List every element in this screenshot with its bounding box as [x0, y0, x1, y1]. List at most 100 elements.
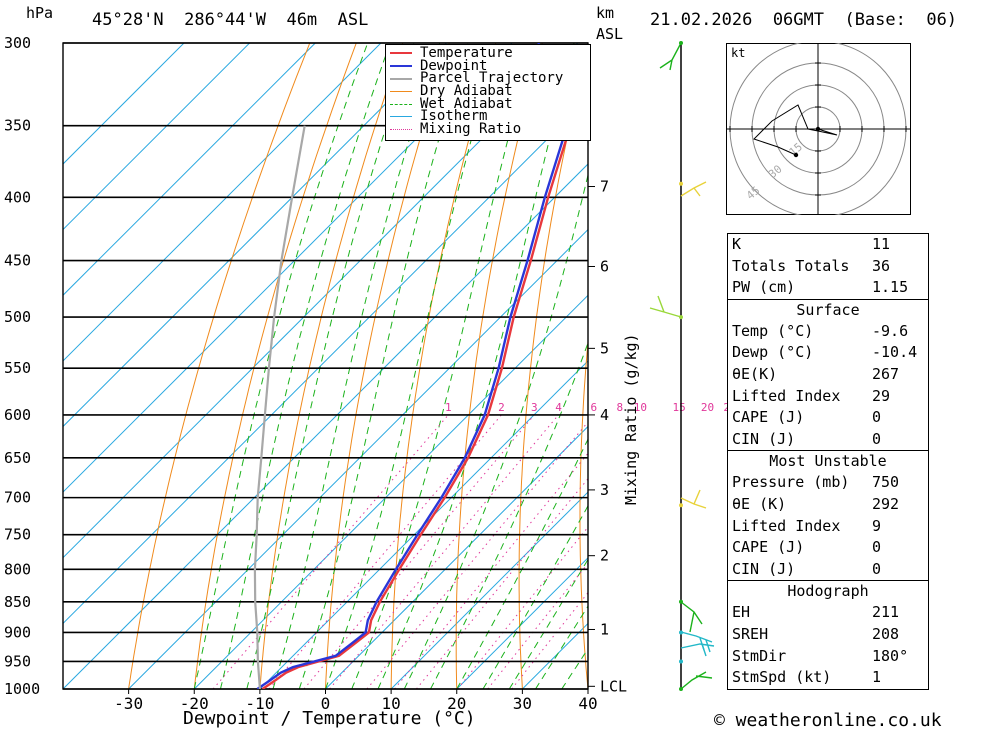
location-title: 45°28'N 286°44'W 46m ASL — [92, 10, 369, 30]
isotherm-line — [456, 557, 588, 689]
surface-section: Surface Temp (°C) -9.6 Dewp (°C) -10.4 θE(… — [728, 298, 928, 451]
wind-barb-dot — [679, 630, 683, 635]
wind-barb — [680, 631, 713, 653]
dry-adiabat-line — [696, 43, 728, 689]
section-title: Hodograph — [787, 582, 869, 601]
indices-table: K 11 Totals Totals 36 PW (cm) 1.15 Surface … — [727, 233, 929, 690]
wind-barb-dot — [679, 181, 683, 186]
hodograph-endpoint — [793, 152, 799, 158]
legend-label: Temperature — [420, 45, 513, 61]
index-value: 180° — [872, 646, 909, 665]
legend-entry: Dewpoint — [386, 57, 590, 74]
km-tick-label: 6 — [600, 257, 609, 275]
pressure-tick-label: 600 — [4, 406, 31, 424]
isotherm-line — [63, 43, 316, 296]
km-tick-label: LCL — [600, 677, 627, 695]
mixing-ratio-label: 8 — [616, 401, 623, 414]
section-title: Surface — [796, 300, 860, 319]
isotherm-line — [63, 43, 185, 165]
index-value: -9.6 — [872, 321, 909, 340]
hodograph: kt 15 30 45 — [726, 43, 911, 215]
index-label: θE(K) — [732, 364, 778, 383]
hpa-unit-label: hPa — [26, 4, 54, 22]
pressure-tick-label: 650 — [4, 449, 31, 467]
mixing-ratio-label: 3 — [531, 401, 538, 414]
index-label: EH — [732, 603, 751, 622]
isotherm-line — [63, 43, 513, 493]
km-tick-label: 2 — [600, 547, 609, 565]
index-label: StmDir — [732, 646, 787, 665]
temperature-profile — [261, 83, 588, 689]
wind-barb-dot — [679, 659, 683, 664]
wind-barb-dot — [679, 687, 683, 691]
mixing-ratio-label: 2 — [498, 401, 505, 414]
index-label: Lifted Index — [732, 516, 841, 535]
legend-swatch — [390, 90, 412, 92]
mixing-ratio-line — [303, 414, 535, 689]
section-title: Most Unstable — [769, 452, 887, 471]
index-label: CAPE (J) — [732, 538, 805, 557]
index-value: 1 — [872, 668, 882, 687]
index-value: 267 — [872, 364, 900, 383]
legend-entry: Parcel Trajectory — [386, 72, 590, 85]
x-axis-label: Dewpoint / Temperature (°C) — [183, 708, 476, 729]
hodograph-trace — [753, 104, 838, 156]
wet-adiabat-line — [193, 43, 369, 689]
temperature-tick-label: -30 — [114, 694, 143, 713]
mixing-ratio-label: 20 — [701, 401, 714, 414]
indices-top-section: K 11 Totals Totals 36 PW (cm) 1.15 — [728, 234, 928, 299]
temperature-tick-label: 10 — [381, 694, 400, 713]
legend-swatch — [390, 116, 412, 118]
legend-swatch — [390, 65, 412, 68]
dry-adiabat-line — [639, 43, 682, 689]
pressure-tick-label: 700 — [4, 489, 31, 507]
temperature-tick-label: 20 — [447, 694, 466, 713]
wet-adiabat-line — [535, 605, 588, 689]
wind-barb-dot — [679, 599, 683, 604]
wet-adiabat-line — [482, 504, 588, 689]
index-label: Lifted Index — [732, 386, 841, 405]
wet-adiabat-line — [456, 437, 588, 689]
index-value: 9 — [872, 516, 882, 535]
index-value: 208 — [872, 624, 900, 643]
pressure-tick-label: 400 — [4, 188, 31, 206]
wet-adiabat-line — [298, 43, 469, 689]
index-label: CIN (J) — [732, 559, 796, 578]
wind-barb — [680, 643, 715, 657]
hodograph-section: Hodograph EH 211 SREH 208 StmDir 180° StmSp… — [728, 580, 928, 688]
index-value: 1.15 — [872, 278, 909, 297]
temperature-tick-label: -20 — [180, 694, 209, 713]
legend-label: Dewpoint — [420, 57, 488, 74]
hodograph-storm-motion — [815, 126, 821, 132]
datetime-title: 21.02.2026 06GMT (Base: 06) — [650, 10, 958, 30]
wind-barb-dot — [679, 41, 683, 45]
legend-entry: Wet Adiabat — [386, 95, 590, 112]
dry-adiabat-line — [128, 43, 311, 689]
index-value: 11 — [872, 235, 891, 253]
pressure-tick-label: 800 — [4, 560, 31, 578]
index-label: CIN (J) — [732, 429, 796, 448]
legend-swatch — [390, 77, 412, 80]
pressure-tick-label: 950 — [4, 652, 31, 670]
index-label: Pressure (mb) — [732, 473, 850, 492]
mixing-ratio-label: 4 — [555, 401, 562, 414]
pressure-tick-label: 1000 — [4, 680, 40, 698]
index-label: K — [732, 235, 742, 253]
temperature-tick-label: 40 — [578, 694, 597, 713]
mixing-ratio-axis-label: Mixing Ratio (g/kg) — [622, 333, 640, 505]
pressure-tick-label: 850 — [4, 593, 31, 611]
wind-barb — [680, 181, 707, 197]
legend-swatch — [390, 128, 412, 130]
wind-barb — [680, 671, 713, 690]
isotherm-line — [63, 163, 588, 689]
mixing-ratio-line — [457, 526, 588, 689]
isotherm-line — [63, 97, 588, 625]
index-label: Totals Totals — [732, 256, 850, 275]
index-label: PW (cm) — [732, 278, 796, 297]
most-unstable-section: Most Unstable Pressure (mb) 750 θE (K) 292… — [728, 450, 928, 580]
legend-label: Wet Adiabat — [420, 95, 513, 112]
index-value: -10.4 — [872, 343, 918, 362]
temperature-tick-label: -10 — [245, 694, 274, 713]
mixing-ratio-line — [394, 452, 588, 689]
